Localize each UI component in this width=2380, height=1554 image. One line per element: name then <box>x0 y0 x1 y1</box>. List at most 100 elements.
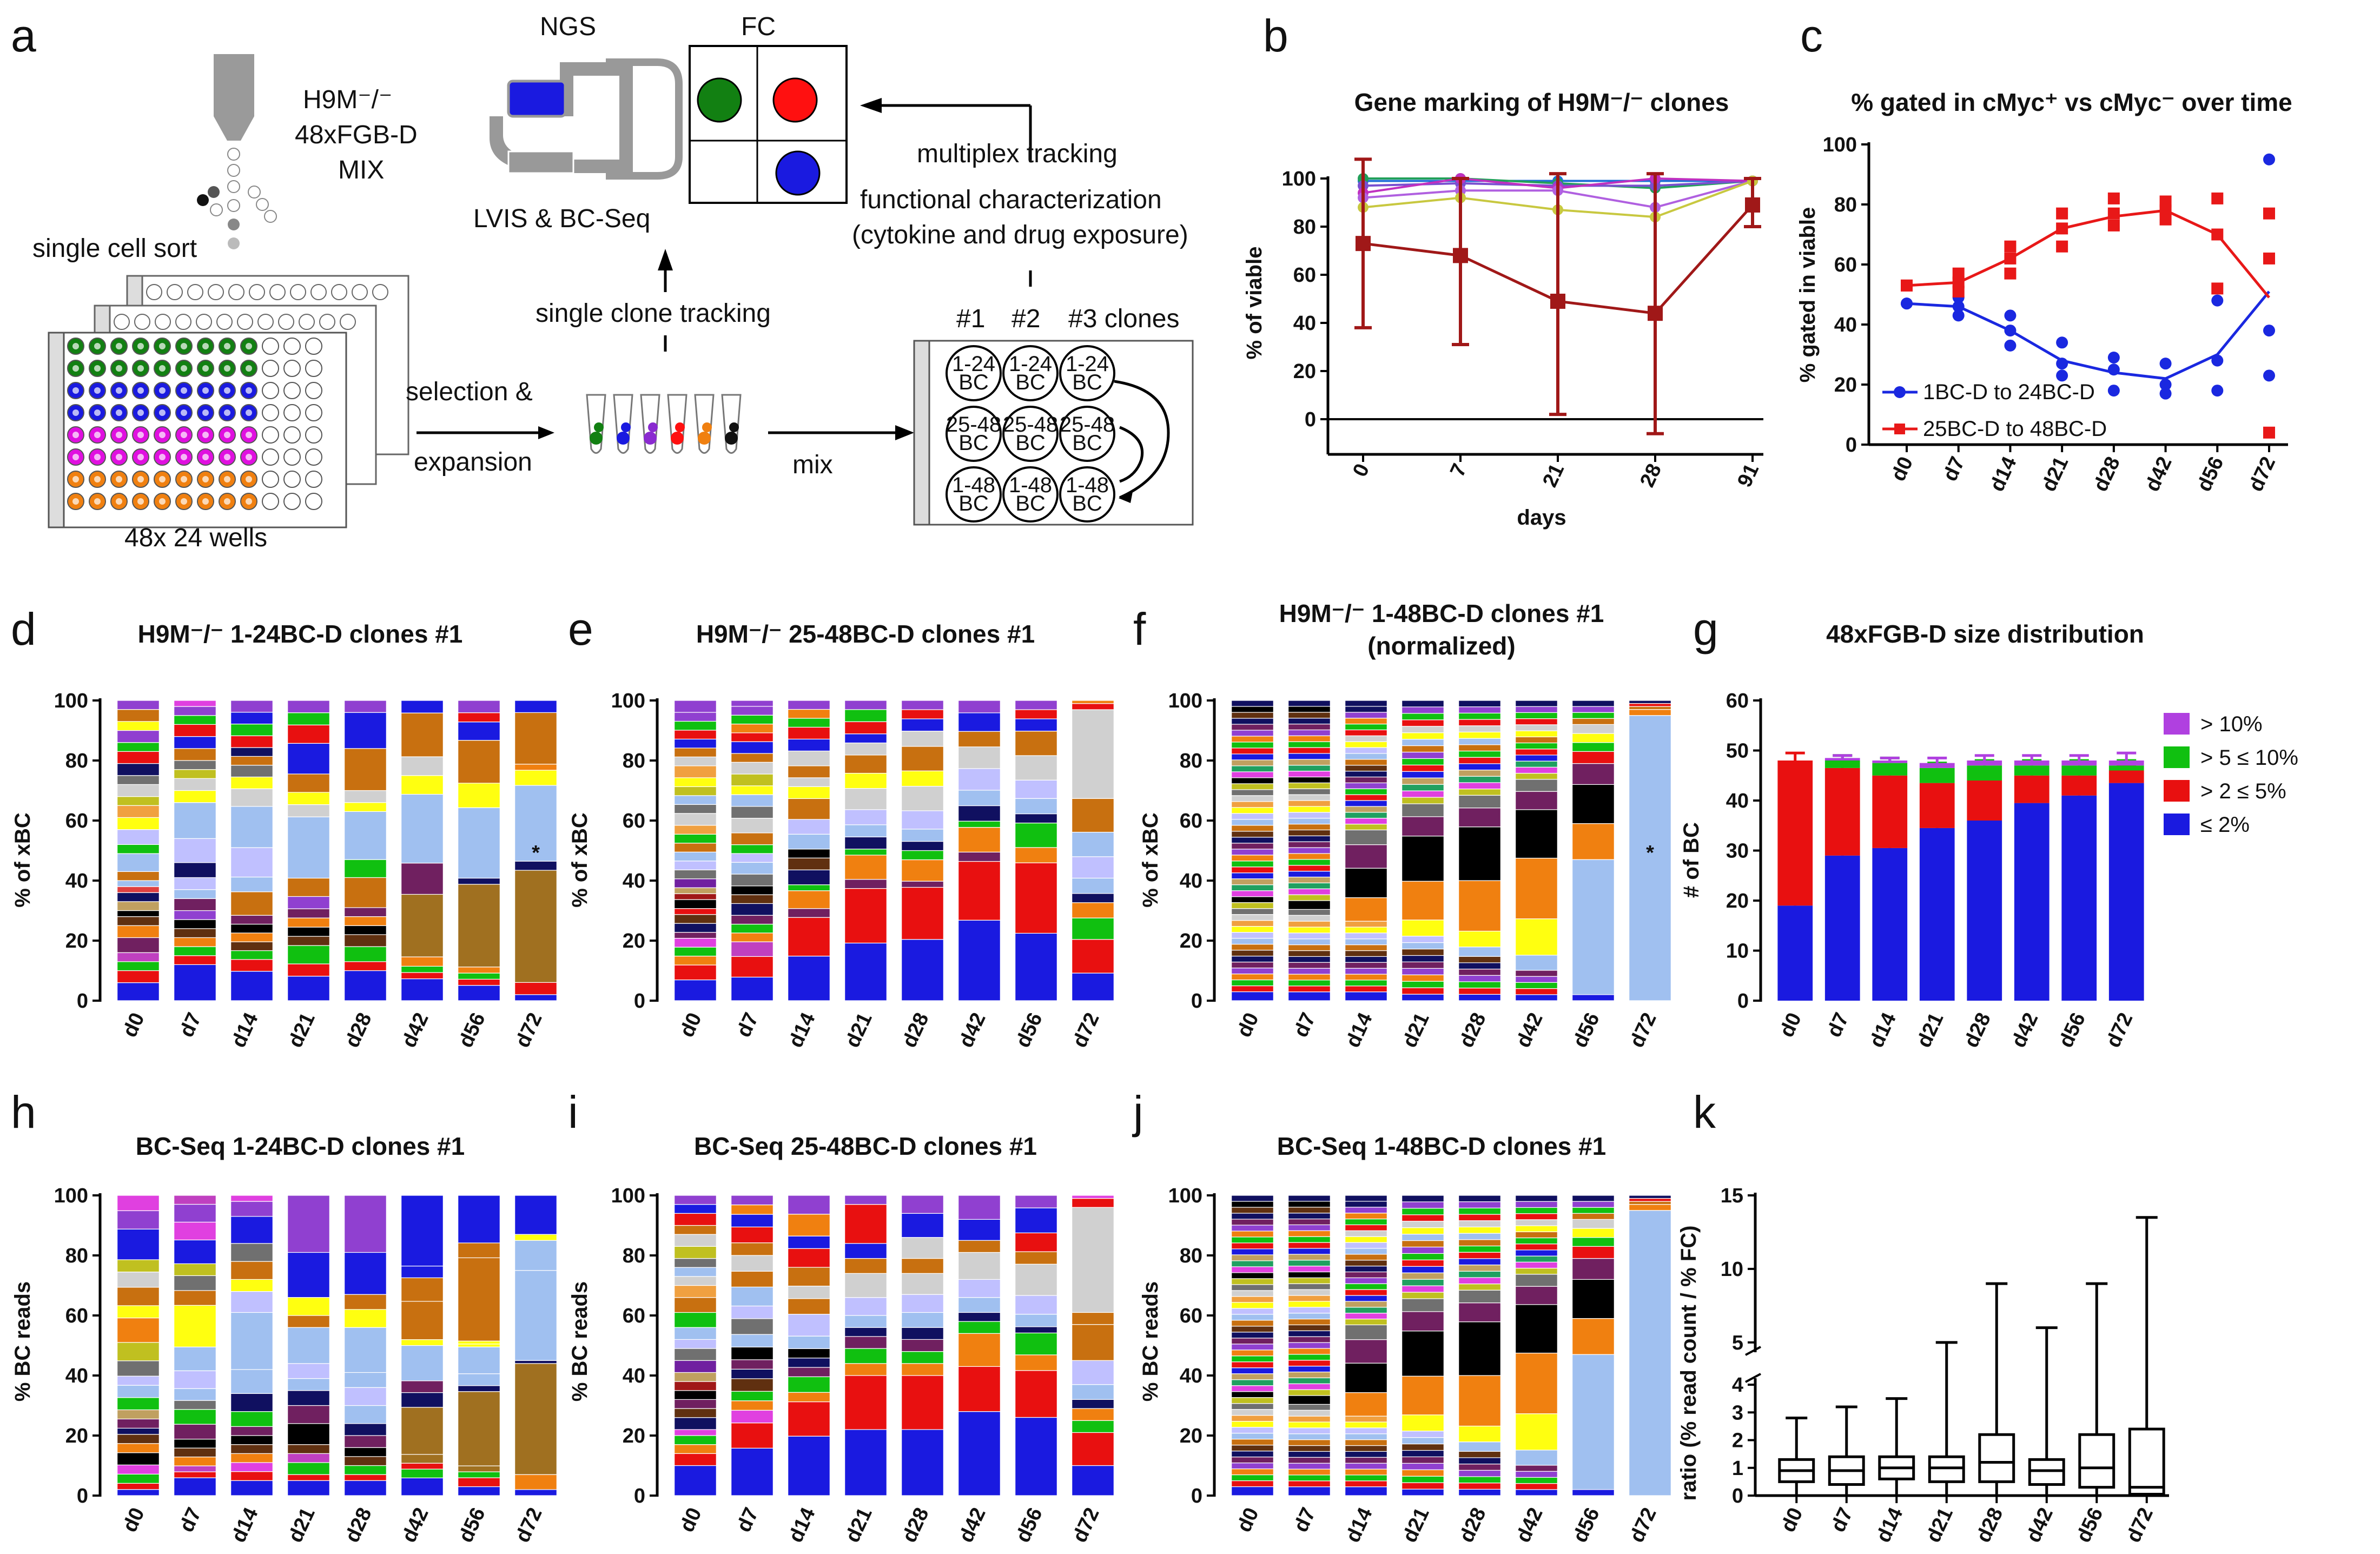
chart-d-title: H9M⁻/⁻ 1-24BC-D clones #1 <box>138 620 463 648</box>
bar-h-d28-seg <box>344 1309 387 1328</box>
bar-e-d42-seg <box>958 821 1001 828</box>
bar-j-d42-seg <box>1515 1255 1558 1262</box>
mix-arrow <box>768 425 914 440</box>
bar-d-d7-seg <box>174 955 216 965</box>
bar-f-d0-seg <box>1231 748 1274 755</box>
bar-j-d7-seg <box>1288 1289 1331 1296</box>
bar-g-d0-0 <box>1777 905 1813 1001</box>
bar-j-d0-seg <box>1231 1367 1274 1374</box>
bar-e-d72-seg <box>1072 917 1114 940</box>
clone-well-label: 1-24 <box>1009 352 1052 376</box>
bar-j-d28-seg <box>1458 1441 1501 1452</box>
bar-g-d21-1 <box>1919 783 1955 828</box>
bar-g-d7-3 <box>1824 758 1860 761</box>
bar-j-d42-seg <box>1515 1267 1558 1275</box>
bar-h-d7-seg <box>174 1290 216 1306</box>
bar-i-d14-seg <box>788 1195 830 1215</box>
bar-d-d14-seg <box>230 788 273 807</box>
box-k-d21 <box>1928 1455 1965 1483</box>
chart-j-x-tick-label: d7 <box>1290 1504 1320 1536</box>
bar-j-d7-seg <box>1288 1433 1331 1440</box>
bar-j-d0-seg <box>1231 1397 1274 1404</box>
multiplex-arrow <box>860 98 1032 287</box>
bar-h-d0-seg <box>117 1287 160 1306</box>
well-highlight <box>159 432 166 438</box>
bar-i-d7-seg <box>731 1391 774 1401</box>
bar-d-d42-seg <box>401 966 444 973</box>
bar-f-d56-seg <box>1572 706 1615 713</box>
bar-e-d7-seg <box>731 956 774 978</box>
bar-j-d0-seg <box>1231 1207 1274 1214</box>
bar-i-d28-seg <box>901 1312 944 1328</box>
bar-f-d14-seg <box>1345 968 1387 975</box>
plate-well <box>262 382 279 399</box>
chart-d-x-tick-label: d42 <box>398 1009 433 1051</box>
bar-i-d28-seg <box>901 1294 944 1313</box>
chart-i-y-tick-label: 20 <box>623 1425 645 1447</box>
chart-g-x-tick-label: d72 <box>2102 1009 2138 1051</box>
bar-h-d7-seg <box>174 1221 216 1241</box>
clone-well <box>1002 345 1059 401</box>
plate-well <box>305 448 322 466</box>
bar-i-d42-seg <box>958 1411 1001 1496</box>
bar-j-d42-seg <box>1515 1352 1558 1414</box>
bar-h-d0-seg <box>117 1210 160 1229</box>
bar-e-d0-seg <box>674 932 717 939</box>
bar-j-d14-seg <box>1345 1236 1387 1243</box>
bar-j-d14-seg <box>1345 1242 1387 1249</box>
bar-h-d0-seg <box>117 1427 160 1435</box>
bar-f-d14-seg <box>1345 927 1387 934</box>
well-highlight <box>246 387 252 394</box>
bar-d-d14-seg <box>230 847 273 878</box>
well-highlight <box>72 454 79 460</box>
bar-h-d0-seg <box>117 1360 160 1377</box>
bar-f-d21-seg <box>1401 920 1444 937</box>
bar-f-d7-seg <box>1288 894 1331 901</box>
bar-e-d0-seg <box>674 765 717 778</box>
bar-d-d14-seg <box>230 876 273 892</box>
bar-f-d7-seg <box>1288 712 1331 719</box>
bar-j-d42-seg <box>1515 1249 1558 1257</box>
bar-h-d14-seg <box>230 1291 273 1313</box>
well-highlight <box>224 387 230 394</box>
bar-f-d14-seg <box>1345 806 1387 813</box>
bar-e-d0-seg <box>674 899 717 909</box>
bar-i-d56-seg <box>1015 1232 1057 1252</box>
bar-h-d0-seg <box>117 1418 160 1429</box>
bar-d-d21-seg <box>287 877 330 897</box>
chart-g-title: 48xFGB-D size distribution <box>1826 620 2144 648</box>
bar-j-d0-seg <box>1231 1361 1274 1368</box>
bar-e-d14-seg <box>788 955 830 1001</box>
bar-e-d14-seg <box>788 834 830 850</box>
chart-d-x-tick-label: d21 <box>284 1009 320 1051</box>
bar-h-d0-seg <box>117 1271 160 1288</box>
bar-j-d14-seg <box>1345 1248 1387 1255</box>
bar-i-d0-seg <box>674 1399 717 1409</box>
bar-h-d21-seg <box>287 1390 330 1406</box>
bar-h-d0-seg <box>117 1434 160 1444</box>
bar-e-d72-seg <box>1072 939 1114 974</box>
chart-e-ylabel: % of xBC <box>568 812 592 908</box>
bar-i-d72-seg <box>1072 1432 1114 1466</box>
bar-e-d42-seg <box>958 746 1001 769</box>
bar-d-d72-seg <box>514 982 557 995</box>
bar-j-d21-seg <box>1401 1489 1444 1496</box>
bar-i-d0-seg <box>674 1372 717 1382</box>
bar-j-d21-seg <box>1401 1450 1444 1457</box>
bar-i-d7-seg <box>731 1204 774 1215</box>
bar-e-d28-seg <box>901 810 944 830</box>
chart-j-title: BC-Seq 1-48BC-D clones #1 <box>1277 1132 1606 1160</box>
bar-d-d21-seg <box>287 945 330 964</box>
bar-e-d72-seg <box>1072 831 1114 857</box>
bar-f-d0-seg <box>1231 837 1274 844</box>
bar-d-d7-seg <box>174 769 216 779</box>
bar-h-d28-seg <box>344 1195 387 1253</box>
bar-f-d28-seg <box>1458 700 1501 707</box>
bar-d-d42-seg <box>401 894 444 957</box>
bar-i-d56-seg <box>1015 1251 1057 1265</box>
chart-c-x-tick-label: d21 <box>2038 453 2073 495</box>
bar-h-d72-seg <box>514 1270 557 1361</box>
bar-h-d28-seg <box>344 1465 387 1475</box>
plate-well <box>319 314 335 330</box>
point-c-red <box>2263 207 2275 220</box>
